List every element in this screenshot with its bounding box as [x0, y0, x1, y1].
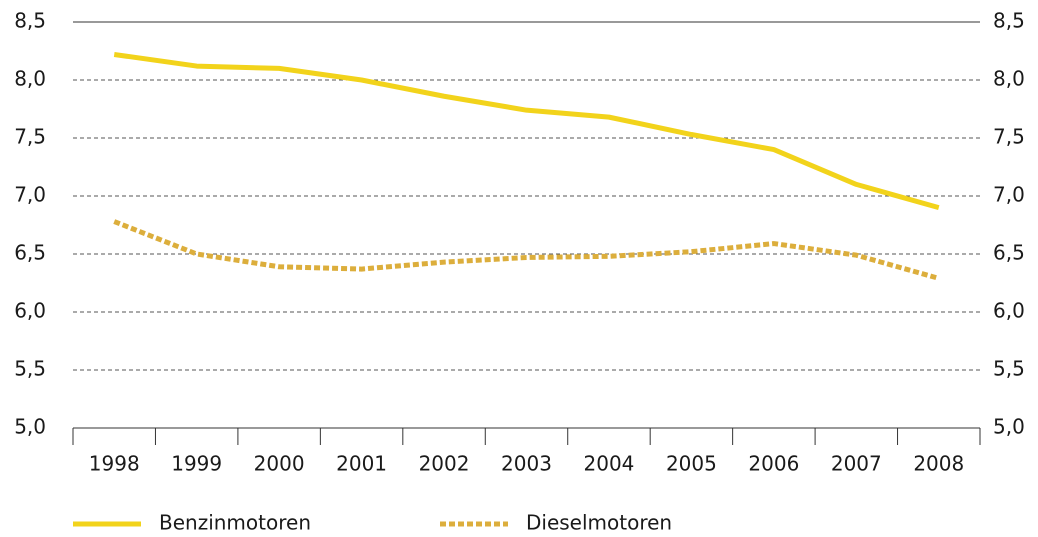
series-line: [113, 52, 940, 211]
y2-tick-label: 5,0: [993, 415, 1025, 439]
y-tick-label: 7,5: [14, 125, 46, 149]
x-tick-label: 2005: [666, 452, 717, 476]
y-tick-label: 6,5: [14, 241, 46, 265]
y-tick-label: 7,0: [14, 183, 46, 207]
x-tick-label: 2004: [584, 452, 635, 476]
x-tick-label: 2006: [748, 452, 799, 476]
y2-tick-label: 8,0: [993, 67, 1025, 91]
y-tick-label: 5,0: [14, 415, 46, 439]
x-tick-label: 2007: [831, 452, 882, 476]
y-tick-label: 8,0: [14, 67, 46, 91]
y2-tick-label: 6,0: [993, 299, 1025, 323]
x-tick-label: 2001: [336, 452, 387, 476]
y-tick-label: 5,5: [14, 357, 46, 381]
x-tick-label: 2008: [913, 452, 964, 476]
y2-tick-label: 7,5: [993, 125, 1025, 149]
y-tick-label: 8,5: [14, 9, 46, 33]
y2-tick-label: 6,5: [993, 241, 1025, 265]
x-tick-label: 1999: [171, 452, 222, 476]
x-tick-label: 2002: [419, 452, 470, 476]
series-line: [113, 219, 940, 281]
x-tick-label: 2003: [501, 452, 552, 476]
legend-label: Benzinmotoren: [159, 511, 311, 535]
y2-tick-label: 7,0: [993, 183, 1025, 207]
x-tick-label: 2000: [254, 452, 305, 476]
y2-tick-label: 5,5: [993, 357, 1025, 381]
x-tick-label: 1998: [89, 452, 140, 476]
y2-tick-label: 8,5: [993, 9, 1025, 33]
y-tick-label: 6,0: [14, 299, 46, 323]
legend-label: Dieselmotoren: [526, 511, 672, 535]
